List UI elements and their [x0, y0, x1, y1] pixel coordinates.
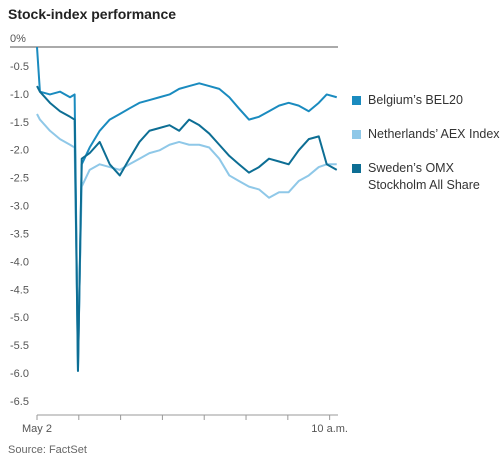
source: Source: FactSet [8, 444, 87, 456]
y-tick-label: -6.5 [10, 396, 29, 408]
y-tick-label: 0% [10, 33, 26, 45]
series-line [36, 85, 338, 372]
y-tick-label: -4.5 [10, 284, 29, 296]
legend-item: Netherlands’ AEX Index [352, 126, 500, 143]
legend-label: Netherlands’ AEX Index [368, 127, 500, 141]
y-tick-label: -6.0 [10, 368, 29, 380]
y-tick-label: -5.5 [10, 340, 29, 352]
series-line [36, 113, 337, 356]
legend-swatch [352, 96, 361, 105]
legend-swatch [352, 130, 361, 139]
y-tick-label: -1.5 [10, 117, 29, 129]
y-tick-label: -3.0 [10, 201, 29, 213]
y-tick-label: -1.0 [10, 89, 29, 101]
y-tick-label: -4.0 [10, 256, 29, 268]
y-tick-label: -2.5 [10, 173, 29, 185]
y-tick-label: -0.5 [10, 61, 29, 73]
legend-item: Sweden’s OMX Stockholm All Share [352, 160, 500, 194]
legend-label: Belgium’s BEL20 [368, 93, 463, 107]
legend-item: Belgium’s BEL20 [352, 92, 500, 109]
legend-swatch [352, 164, 361, 173]
x-tick-label: May 2 [22, 423, 52, 435]
y-tick-label: -3.5 [10, 228, 29, 240]
y-tick-label: -2.0 [10, 145, 29, 157]
legend-label: Sweden’s OMX Stockholm All Share [368, 161, 480, 192]
x-tick-label: 10 a.m. [311, 423, 348, 435]
chart-title: Stock-index performance [8, 6, 177, 22]
y-tick-label: -5.0 [10, 312, 29, 324]
